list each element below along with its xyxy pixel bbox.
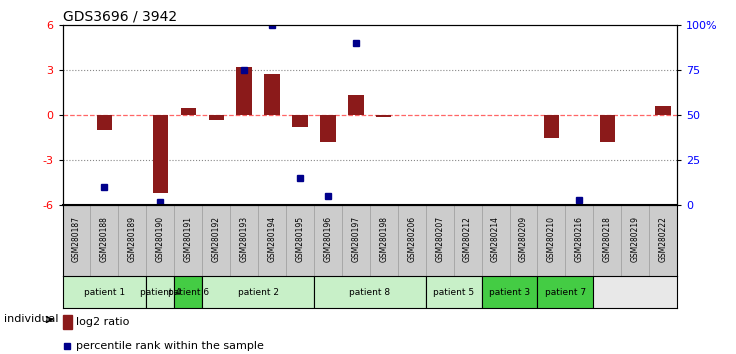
Text: GSM280190: GSM280190 [156, 216, 165, 262]
Bar [314, 276, 425, 308]
Text: GSM280188: GSM280188 [100, 216, 109, 262]
Bar [208, 115, 224, 120]
Bar [537, 276, 593, 308]
Text: GSM280206: GSM280206 [407, 216, 417, 262]
Bar [236, 67, 252, 115]
Text: GSM280187: GSM280187 [72, 216, 81, 262]
Text: GSM280189: GSM280189 [128, 216, 137, 262]
Text: GSM280216: GSM280216 [575, 216, 584, 262]
Bar [292, 115, 308, 127]
Bar [146, 276, 174, 308]
Bar [320, 115, 336, 142]
Text: GSM280219: GSM280219 [631, 216, 640, 262]
Text: GSM280209: GSM280209 [519, 216, 528, 262]
Bar [544, 115, 559, 138]
Bar [376, 115, 392, 116]
Bar [63, 276, 146, 308]
Text: GSM280212: GSM280212 [463, 216, 472, 262]
Text: GSM280222: GSM280222 [659, 216, 668, 262]
Bar [481, 276, 537, 308]
Bar [656, 106, 670, 115]
Text: GSM280214: GSM280214 [491, 216, 500, 262]
Bar [202, 276, 314, 308]
Text: GDS3696 / 3942: GDS3696 / 3942 [63, 10, 177, 24]
Bar [152, 115, 168, 193]
Text: GSM280207: GSM280207 [435, 216, 445, 262]
Bar [425, 276, 481, 308]
Text: individual: individual [4, 314, 58, 325]
Text: patient 2: patient 2 [238, 287, 279, 297]
Text: GSM280218: GSM280218 [603, 216, 612, 262]
Text: patient 5: patient 5 [433, 287, 474, 297]
Text: GSM280198: GSM280198 [379, 216, 389, 262]
Text: GSM280196: GSM280196 [323, 216, 333, 262]
Text: patient 1: patient 1 [84, 287, 125, 297]
Bar [600, 115, 615, 142]
Bar [348, 96, 364, 115]
Text: patient 6: patient 6 [168, 287, 209, 297]
Text: patient 4: patient 4 [140, 287, 181, 297]
Text: GSM280192: GSM280192 [212, 216, 221, 262]
Bar [63, 315, 72, 329]
Text: percentile rank within the sample: percentile rank within the sample [76, 341, 263, 351]
Text: GSM280191: GSM280191 [184, 216, 193, 262]
Bar [264, 74, 280, 115]
Text: GSM280210: GSM280210 [547, 216, 556, 262]
Bar [180, 108, 196, 115]
Bar [174, 276, 202, 308]
Text: GSM280193: GSM280193 [240, 216, 249, 262]
Text: GSM280194: GSM280194 [268, 216, 277, 262]
Text: GSM280195: GSM280195 [295, 216, 305, 262]
Bar [96, 115, 112, 130]
Text: log2 ratio: log2 ratio [76, 317, 130, 327]
Text: patient 8: patient 8 [350, 287, 390, 297]
Text: patient 7: patient 7 [545, 287, 586, 297]
Text: GSM280197: GSM280197 [351, 216, 361, 262]
Text: patient 3: patient 3 [489, 287, 530, 297]
